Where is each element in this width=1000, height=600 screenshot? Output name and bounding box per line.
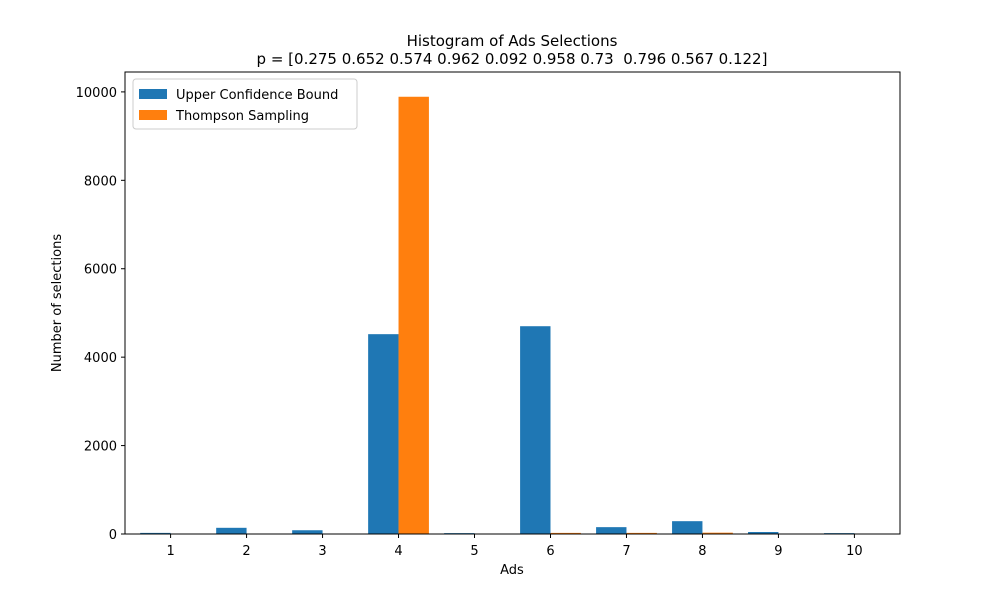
plot-frame [124, 71, 901, 535]
bar-ucb-ad-2 [216, 527, 247, 534]
x-tick-label: 5 [470, 544, 478, 559]
bar-thompson-ad-8 [702, 532, 733, 534]
y-tick-label: 4000 [84, 351, 117, 366]
bar-ucb-ad-1 [140, 532, 171, 534]
chart-title: Histogram of Ads Selections [407, 32, 618, 50]
legend-swatch [139, 89, 167, 99]
y-tick-label: 8000 [84, 174, 117, 189]
legend-box [132, 78, 358, 130]
legend-label: Thompson Sampling [175, 109, 309, 124]
x-tick-label: 9 [774, 544, 782, 559]
y-axis-label: Number of selections [50, 234, 65, 372]
bar-ucb-ad-8 [672, 521, 703, 534]
plot-area: 1 2 3 4 5 6 7 8 9 10 0 2000 4000 6000 8000 10000 [76, 71, 901, 559]
legend: Upper Confidence Bound Thompson Sampling [132, 78, 358, 130]
x-tick-label: 10 [846, 544, 863, 559]
x-tick-label: 3 [318, 544, 326, 559]
y-tick-label: 10000 [76, 86, 117, 101]
bar-ucb-ad-9 [748, 532, 779, 534]
y-tick-label: 2000 [84, 440, 117, 455]
x-tick-label: 2 [242, 544, 250, 559]
bar-ucb-ad-6 [520, 326, 551, 534]
x-tick-label: 7 [622, 544, 630, 559]
bar-ucb-ad-7 [596, 527, 627, 534]
x-tick-label: 6 [546, 544, 554, 559]
bar-thompson-ad-7 [626, 532, 657, 534]
chart-subtitle: p = [0.275 0.652 0.574 0.962 0.092 0.958… [257, 50, 768, 68]
x-tick-label: 8 [698, 544, 706, 559]
y-tick-label: 0 [109, 528, 117, 543]
bar-thompson-ad-6 [550, 532, 581, 534]
bar-ucb-ad-4 [368, 334, 399, 534]
x-tick-label: 1 [166, 544, 174, 559]
bar-ucb-ad-3 [292, 530, 323, 534]
x-tick-label: 4 [394, 544, 402, 559]
x-axis-label: Ads [500, 563, 524, 578]
bar-thompson-ad-4 [398, 96, 429, 534]
legend-swatch [139, 110, 167, 120]
y-tick-label: 6000 [84, 263, 117, 278]
legend-label: Upper Confidence Bound [176, 88, 338, 103]
